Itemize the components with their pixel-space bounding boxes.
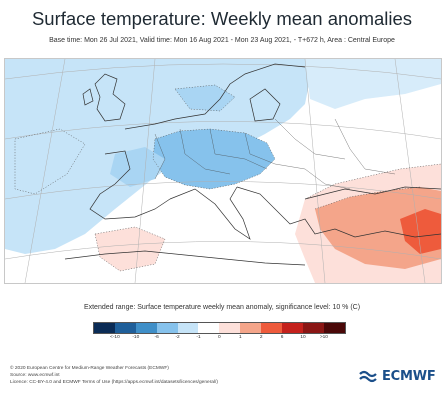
footer-licence[interactable]: Licence: CC-BY-4.0 and ECMWF Terms of Us… (10, 380, 218, 385)
legend-ticks: <-10 -10 -6 -2 -1 0 1 2 6 10 >10 (93, 335, 344, 343)
ecmwf-logo: ECMWF (359, 369, 436, 384)
legend-tick-label: 0 (218, 335, 221, 340)
page-subtitle: Base time: Mon 26 Jul 2021, Valid time: … (49, 37, 395, 44)
cool-anomaly-france (110, 147, 165, 187)
page-title: Surface temperature: Weekly mean anomali… (31, 8, 413, 29)
legend-swatch (240, 323, 262, 333)
cool-anomaly-atlantic (5, 119, 95, 209)
ecmwf-logo-text: ECMWF (382, 369, 436, 384)
legend-tick-label: 10 (300, 335, 306, 340)
legend-swatch (219, 323, 241, 333)
legend-tick-label: 6 (280, 335, 284, 340)
coastlines (64, 63, 441, 266)
legend-swatch (282, 323, 303, 333)
legend-swatch (323, 323, 345, 333)
cool-anomaly-central (153, 129, 275, 189)
warm-anomaly-africa (95, 227, 165, 271)
legend-swatch (177, 323, 199, 333)
legend-swatch (198, 323, 220, 333)
legend-tick-label: -10 (132, 335, 140, 340)
legend-tick-label: <-10 (110, 335, 120, 340)
cool-anomaly-north (305, 59, 441, 109)
ecmwf-wave-icon (359, 370, 377, 382)
legend-tick-label: -2 (175, 335, 180, 340)
significance-contours (14, 84, 441, 272)
legend-tick-label: 1 (238, 335, 242, 340)
borders (154, 118, 396, 190)
map-canvas (5, 59, 441, 283)
legend-swatch (261, 323, 283, 333)
anomaly-map (4, 58, 442, 284)
warm-anomaly-turkey (400, 209, 441, 254)
legend-tick-label: -6 (154, 335, 159, 340)
legend-swatch (114, 323, 136, 333)
warm-anomaly-balkans (315, 187, 441, 269)
legend-title: Extended range: Surface temperature week… (83, 304, 361, 311)
graticule (5, 59, 441, 283)
legend-swatch (94, 323, 115, 333)
legend-tick-label: >10 (319, 335, 328, 340)
footer-source[interactable]: Source: www.ecmwf.int (10, 373, 60, 378)
legend-swatch (156, 323, 178, 333)
cool-anomaly-north-sea (175, 85, 235, 111)
legend-swatch (302, 323, 324, 333)
legend-colorbar (93, 322, 346, 334)
footer-copyright: © 2020 European Centre for Medium-Range … (10, 366, 169, 371)
legend-tick-label: 2 (259, 335, 263, 340)
legend-tick-label: -1 (196, 335, 201, 340)
legend-swatch (135, 323, 157, 333)
